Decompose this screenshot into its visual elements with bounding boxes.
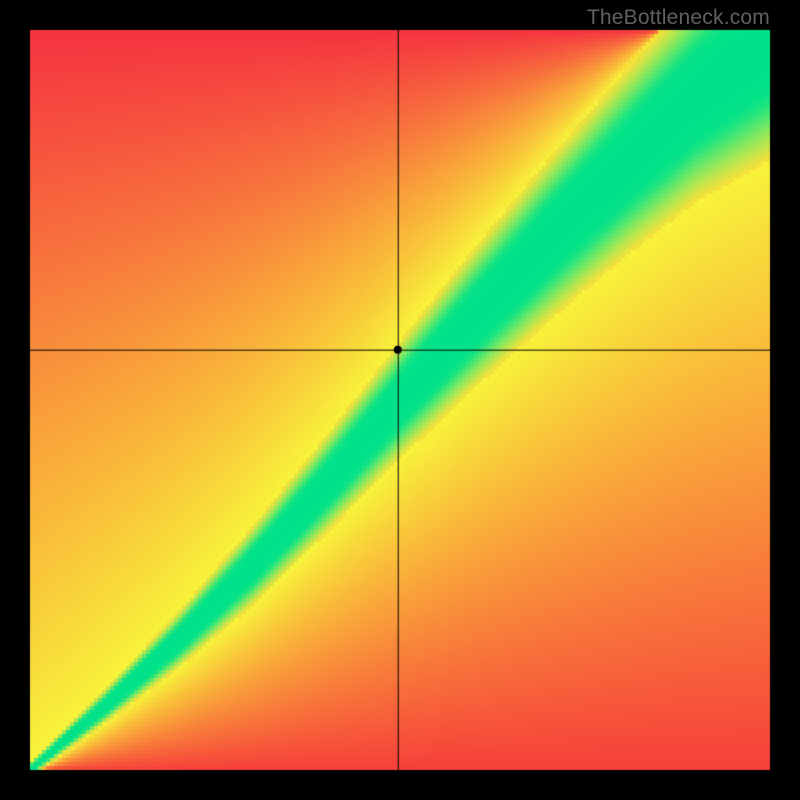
bottleneck-heatmap [0,0,800,800]
chart-container: TheBottleneck.com [0,0,800,800]
watermark-text: TheBottleneck.com [587,6,770,30]
